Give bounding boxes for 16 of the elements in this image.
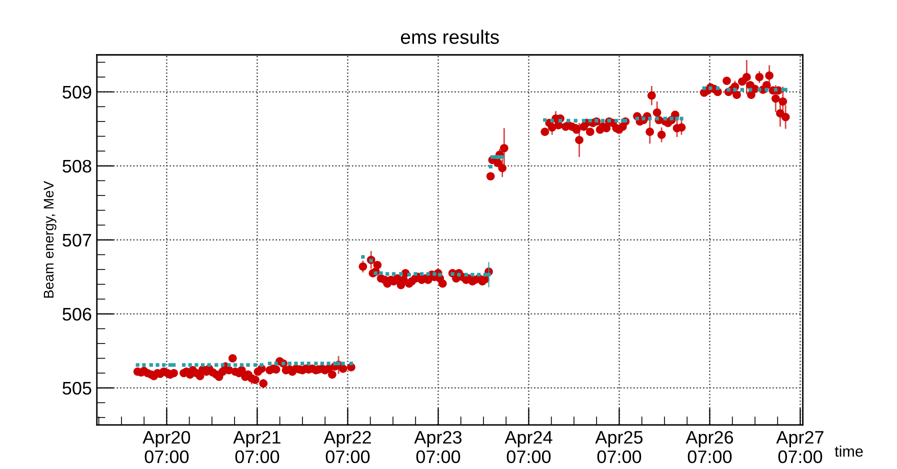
y-tick-label: 507 bbox=[62, 234, 92, 247]
y-tick-label: 505 bbox=[62, 382, 92, 395]
x-tick-label: Apr21 07:00 bbox=[233, 430, 280, 464]
x-tick-label: Apr20 07:00 bbox=[142, 430, 190, 464]
x-tick-label: Apr23 07:00 bbox=[414, 430, 462, 464]
y-tick-label: 506 bbox=[62, 308, 92, 321]
x-tick-label: Apr26 07:00 bbox=[686, 430, 734, 464]
x-tick-label: Apr25 07:00 bbox=[595, 430, 643, 464]
y-tick-label: 509 bbox=[62, 86, 92, 99]
x-tick-label: Apr22 07:00 bbox=[324, 430, 371, 464]
x-axis-title: time bbox=[834, 446, 863, 457]
chart-title: ems results bbox=[400, 30, 499, 44]
x-tick-label: Apr27 07:00 bbox=[776, 430, 824, 464]
y-tick-label: 508 bbox=[62, 160, 92, 173]
x-tick-label: Apr24 07:00 bbox=[504, 430, 552, 464]
y-axis-title: Beam energy, MeV bbox=[44, 181, 56, 298]
